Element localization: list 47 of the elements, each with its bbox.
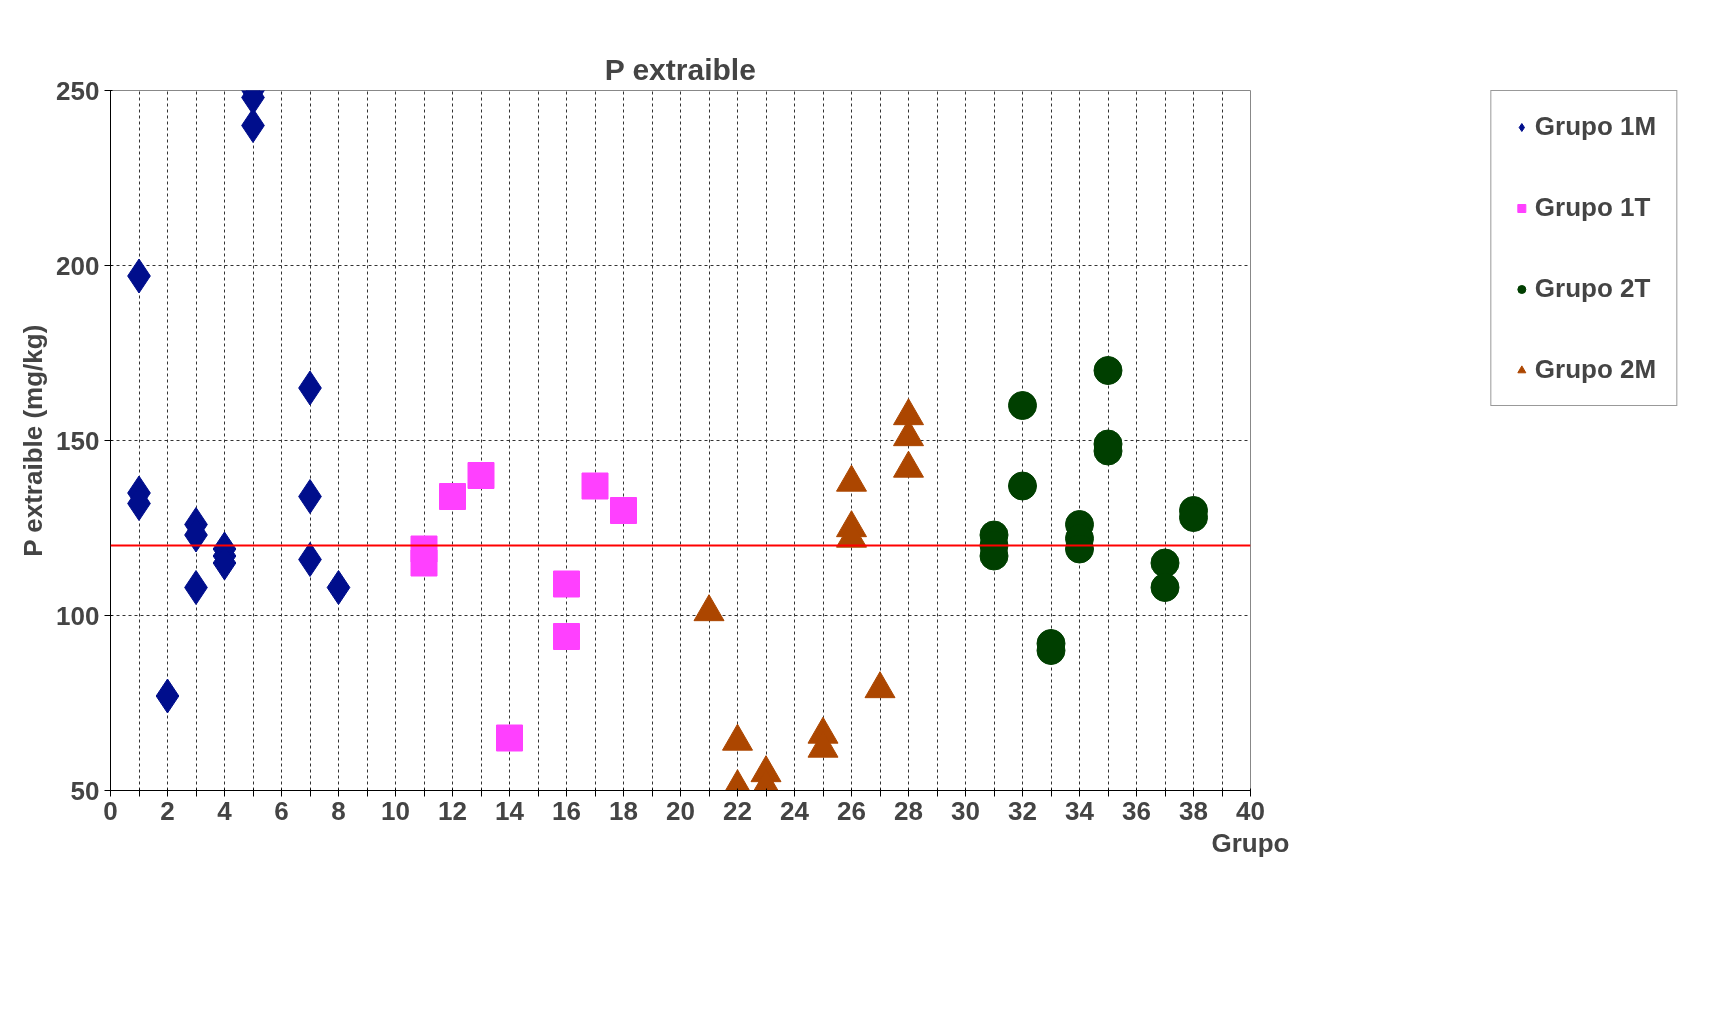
chart-title: P extraible bbox=[604, 52, 756, 86]
x-tick-label: 32 bbox=[1008, 795, 1037, 826]
x-tick-label: 24 bbox=[780, 795, 810, 826]
legend-label: Grupo 1T bbox=[1534, 192, 1651, 223]
point bbox=[439, 483, 466, 510]
x-tick-label: 8 bbox=[331, 795, 346, 826]
point bbox=[553, 623, 580, 650]
point bbox=[1008, 391, 1037, 420]
point bbox=[326, 570, 351, 605]
x-tick-label: 20 bbox=[666, 795, 695, 826]
x-tick-label: 26 bbox=[837, 795, 866, 826]
x-tick-label: 18 bbox=[609, 795, 638, 826]
legend-label: Grupo 2M bbox=[1534, 354, 1657, 385]
x-tick-label: 30 bbox=[951, 795, 980, 826]
point bbox=[1008, 471, 1037, 501]
point bbox=[496, 724, 523, 752]
y-tick-label: 150 bbox=[56, 425, 100, 456]
x-tick-label: 4 bbox=[217, 795, 233, 826]
x-tick-label: 10 bbox=[381, 795, 410, 826]
x-tick-label: 38 bbox=[1179, 795, 1208, 826]
point bbox=[410, 549, 438, 577]
legend-label: Grupo 1M bbox=[1534, 111, 1657, 142]
legend-label: Grupo 2T bbox=[1534, 273, 1651, 304]
x-tick-label: 40 bbox=[1236, 795, 1265, 826]
point bbox=[467, 462, 495, 489]
point bbox=[1093, 356, 1123, 385]
x-tick-label: 14 bbox=[495, 795, 525, 826]
x-tick-label: 28 bbox=[894, 795, 923, 826]
y-tick-label: 50 bbox=[70, 775, 100, 806]
y-tick-label: 100 bbox=[56, 600, 100, 631]
x-tick-label: 16 bbox=[552, 795, 581, 826]
y-tick-label: 250 bbox=[56, 75, 100, 106]
x-tick-label: 22 bbox=[723, 795, 752, 826]
x-tick-label: 0 bbox=[103, 795, 118, 826]
point bbox=[610, 497, 637, 524]
x-tick-label: 6 bbox=[274, 795, 289, 826]
x-axis-title: Grupo bbox=[1211, 827, 1290, 858]
x-tick-label: 2 bbox=[160, 795, 175, 826]
point bbox=[1150, 548, 1180, 578]
point bbox=[553, 570, 580, 598]
y-tick-label: 200 bbox=[56, 250, 100, 281]
y-axis-title: P extraible (mg/kg) bbox=[18, 324, 49, 557]
x-tick-label: 12 bbox=[438, 795, 467, 826]
point bbox=[581, 472, 609, 500]
x-tick-label: 34 bbox=[1065, 795, 1095, 826]
point bbox=[1150, 573, 1180, 602]
x-tick-label: 36 bbox=[1122, 795, 1151, 826]
